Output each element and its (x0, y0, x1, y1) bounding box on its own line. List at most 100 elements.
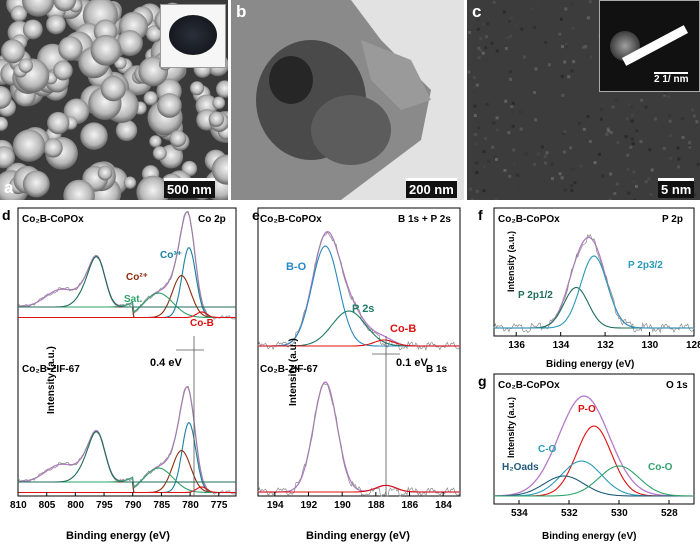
hrtem-speckle (474, 105, 477, 108)
hrtem-speckle (607, 129, 610, 132)
hrtem-speckle (482, 23, 485, 26)
hrtem-speckle (565, 45, 568, 48)
hrtem-speckle (635, 129, 638, 132)
hrtem-speckle (542, 188, 545, 191)
x-tick-label: 532 (561, 508, 578, 519)
hrtem-speckle (508, 20, 511, 23)
hrtem-speckle (485, 35, 488, 38)
hrtem-speckle (565, 43, 568, 46)
hrtem-speckle (611, 106, 614, 109)
hrtem-speckle (510, 49, 513, 52)
hrtem-speckle (570, 69, 573, 72)
hrtem-speckle (571, 168, 574, 171)
hrtem-speckle (544, 155, 547, 158)
sem-particle (212, 96, 225, 109)
x-tick-label: 790 (125, 500, 142, 511)
sem-particle (23, 171, 50, 198)
hrtem-speckle (647, 177, 650, 180)
hrtem-speckle (519, 111, 522, 114)
sem-particle (1, 39, 25, 63)
hrtem-speckle (561, 176, 564, 179)
hrtem-speckle (616, 182, 619, 185)
raw-spectrum (258, 232, 460, 350)
hrtem-speckle (551, 163, 554, 166)
h2o-component (494, 476, 694, 496)
sem-particle (80, 122, 108, 150)
x-tick-label: 192 (301, 500, 318, 511)
g-peak-h2o: H₂Oads (502, 462, 539, 473)
hrtem-speckle (630, 105, 633, 108)
hrtem-speckle (560, 18, 563, 21)
d-peak-cob: Co-B (190, 318, 214, 329)
hrtem-speckle (486, 22, 489, 25)
hrtem-speckle (690, 153, 693, 156)
x-tick-label: 134 (553, 340, 570, 351)
hrtem-speckle (496, 129, 499, 132)
f-xlabel: Biding energy (eV) (546, 359, 634, 370)
f-peak-p12: P 2p1/2 (518, 290, 553, 301)
hrtem-speckle (471, 198, 474, 200)
x-tick-label: 128 (686, 340, 700, 351)
raw-spectrum (494, 235, 694, 333)
hrtem-speckle (613, 192, 616, 195)
co2-component (18, 451, 236, 493)
hrtem-speckle (503, 169, 506, 172)
g-sample: Co₂B-CoPOx (498, 380, 560, 391)
hrtem-speckle (669, 134, 672, 137)
hrtem-speckle (563, 151, 566, 154)
hrtem-speckle (677, 146, 680, 149)
sem-particle (91, 35, 122, 66)
e-ylabel: Intensity (a.u.) (288, 338, 299, 406)
x-tick-label: 130 (642, 340, 659, 351)
hrtem-speckle (484, 137, 487, 140)
hrtem-speckle (482, 52, 485, 55)
hrtem-speckle (649, 193, 652, 196)
hrtem-speckle (484, 46, 487, 49)
hrtem-speckle (697, 163, 700, 166)
hrtem-speckle (483, 189, 486, 192)
hrtem-speckle (584, 45, 587, 48)
hrtem-speckle (579, 165, 582, 168)
hrtem-speckle (668, 114, 671, 117)
hrtem-speckle (518, 187, 521, 190)
hrtem-speckle (533, 163, 536, 166)
d-peak-co3: Co³⁺ (160, 250, 182, 261)
hrtem-speckle (559, 172, 562, 175)
x-tick-label: 795 (96, 500, 113, 511)
hrtem-speckle (632, 180, 635, 183)
sem-particle (149, 135, 161, 147)
hrtem-speckle (600, 118, 603, 121)
e-peak-p2s: P 2s (352, 303, 374, 315)
hrtem-speckle (468, 31, 471, 34)
hrtem-speckle (627, 192, 630, 195)
g-ylabel: Intensity (a.u.) (506, 397, 516, 458)
sem-particle (47, 112, 69, 134)
d-sample-top: Co₂B-CoPOx (22, 214, 84, 225)
panel-label-b: b (236, 2, 246, 22)
hrtem-speckle (476, 190, 479, 193)
hrtem-speckle (475, 142, 478, 145)
hrtem-speckle (691, 108, 694, 111)
panel-label-a: a (4, 178, 13, 198)
hrtem-speckle (514, 24, 517, 27)
hrtem-speckle (583, 128, 586, 131)
hrtem-speckle (537, 153, 540, 156)
sem-particle (46, 15, 66, 35)
panel-g: g Co₂B-CoPOx O 1s P-O C-O H₂Oads Co-O In… (476, 372, 700, 544)
hrtem-speckle (626, 118, 629, 121)
hrtem-speckle (533, 26, 536, 29)
hrtem-speckle (568, 113, 571, 116)
sem-particle (58, 36, 83, 61)
hrtem-speckle (586, 115, 589, 118)
co2p12-component (18, 432, 236, 482)
sem-particle (116, 120, 137, 141)
x-tick-label: 528 (661, 508, 678, 519)
sem-particle (153, 146, 167, 160)
d-peak-sat: Sat. (124, 294, 143, 305)
hrtem-speckle (661, 98, 664, 101)
hrtem-speckle (663, 94, 666, 97)
hrtem-speckle (687, 103, 690, 106)
hrtem-speckle (561, 75, 564, 78)
hrtem-speckle (617, 141, 620, 144)
e-region-top: B 1s + P 2s (398, 214, 451, 225)
